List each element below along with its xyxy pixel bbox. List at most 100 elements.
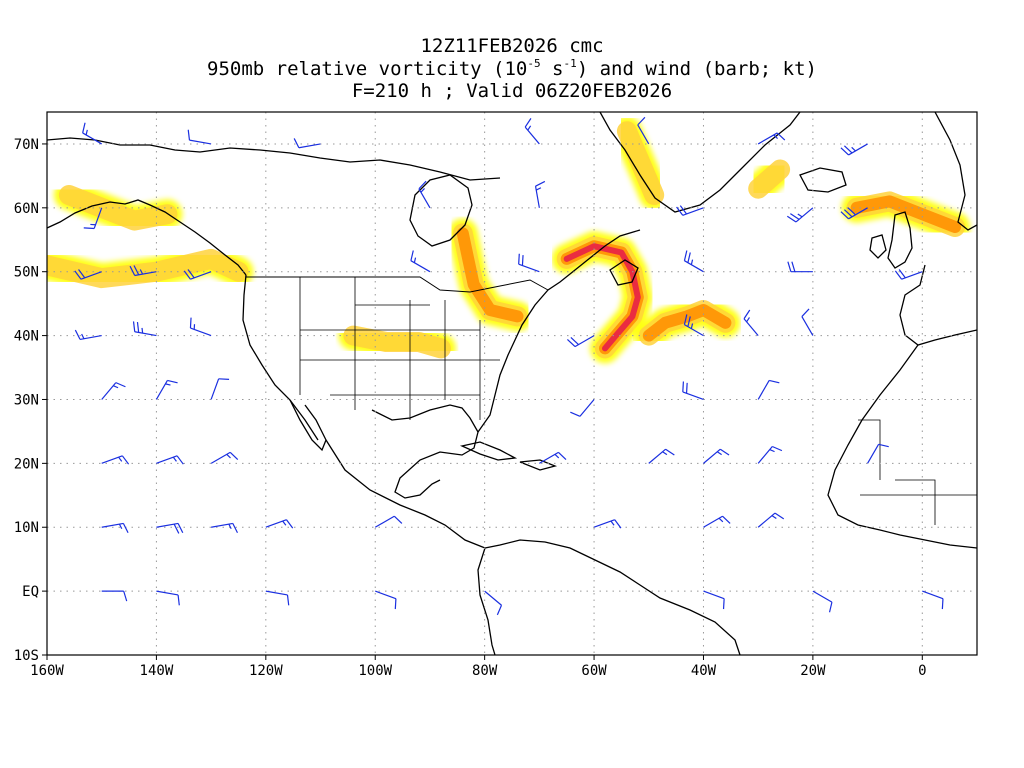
west-coast: [242, 274, 319, 441]
scandinavia: [934, 112, 977, 231]
wind-barb: [637, 116, 650, 145]
lon-tick-label: 160W: [30, 663, 64, 679]
wind-barb: [101, 654, 103, 655]
wind-barb: [757, 379, 780, 400]
vorticity-band: [616, 121, 665, 205]
lat-tick-label: 20N: [14, 456, 39, 472]
wind-barb: [320, 654, 322, 655]
lat-tick-label: 30N: [14, 392, 39, 408]
plot-area: [47, 112, 977, 655]
wind-barb: [703, 515, 731, 528]
wind-barb: [894, 269, 923, 280]
wind-barb: [189, 317, 212, 337]
wind-barb: [703, 590, 725, 610]
us-state-lines: [299, 277, 500, 420]
lat-tick-label: 40N: [14, 329, 39, 345]
wind-barb: [570, 399, 595, 417]
lat-tick-label: 50N: [14, 265, 39, 281]
map-title: 12Z11FEB2026 cmc 950mb relative vorticit…: [207, 35, 817, 102]
gulf-coast: [371, 404, 479, 499]
wind-barb: [265, 590, 290, 606]
wind-barb: [183, 269, 212, 280]
wind-barb: [922, 590, 944, 610]
longitude-ticks: 160W 140W 120W 100W 80W 60W 40W 20W 0: [30, 655, 927, 679]
mexico-west: [325, 439, 486, 549]
newfoundland: [609, 259, 639, 286]
wind-barb: [375, 590, 397, 610]
lon-tick-label: 140W: [140, 663, 174, 679]
africa-west: [827, 344, 977, 549]
europe-west: [899, 264, 977, 346]
south-america-west: [477, 547, 496, 655]
wind-barb: [524, 118, 540, 145]
wind-barb: [648, 448, 675, 464]
wind-barb: [155, 379, 178, 400]
wind-barb: [101, 590, 128, 602]
wind-barb: [676, 205, 704, 216]
wind-barb: [410, 250, 431, 273]
wind-barb: [593, 519, 622, 529]
title-line-3: F=210 h ; Valid 06Z20FEB2026: [352, 80, 672, 102]
wind-barb: [265, 519, 294, 529]
wind-barb: [374, 515, 403, 528]
lon-tick-label: 20W: [800, 663, 826, 679]
canada-us-border: [246, 276, 549, 293]
wind-barb: [484, 590, 503, 616]
cuba: [459, 441, 518, 461]
lon-tick-label: 60W: [581, 663, 607, 679]
ireland: [869, 234, 887, 259]
greenland: [599, 112, 801, 213]
iceland: [799, 167, 847, 193]
vorticity-band: [456, 227, 524, 323]
wind-barb: [156, 590, 180, 606]
wind-barb: [682, 381, 704, 401]
south-america: [484, 539, 741, 655]
lon-tick-label: 120W: [249, 663, 283, 679]
africa-borders: [858, 419, 977, 525]
title-line-2: 950mb relative vorticity (10-5 s-1) and …: [207, 57, 817, 80]
wind-barbs: [74, 116, 944, 655]
wind-barb: [101, 522, 129, 534]
wind-barb: [518, 253, 540, 273]
wind-barb: [757, 512, 785, 528]
wind-barb: [703, 448, 730, 464]
hudson-bay: [409, 174, 473, 247]
wind-barb: [840, 207, 868, 220]
hispaniola: [519, 459, 558, 471]
wind-barb: [210, 378, 230, 400]
wind-barb: [801, 308, 814, 336]
wind-barb: [156, 522, 184, 534]
wind-barb: [683, 314, 704, 337]
lat-tick-label: 10N: [14, 520, 39, 536]
wind-barb: [743, 309, 759, 336]
wind-barb: [211, 654, 213, 655]
wind-barb: [418, 180, 431, 209]
wind-barb: [74, 329, 102, 340]
lat-tick-label: EQ: [22, 584, 39, 600]
vorticity-band: [343, 325, 451, 359]
wind-barb: [539, 451, 567, 464]
alaska-coast: [47, 199, 247, 276]
wind-barb: [534, 180, 546, 208]
vorticity-band: [58, 185, 178, 231]
wind-barb: [74, 269, 102, 280]
lon-tick-label: 40W: [691, 663, 717, 679]
wind-barb: [83, 207, 103, 230]
vorticity-band: [748, 159, 791, 199]
wind-barb: [101, 455, 130, 465]
vorticity-band: [642, 304, 732, 342]
lat-tick-label: 70N: [14, 137, 39, 153]
wind-barb: [156, 455, 184, 465]
wind-barb: [293, 138, 321, 149]
plot-frame: [46, 111, 978, 656]
lon-tick-label: 80W: [472, 663, 498, 679]
wind-barb: [840, 143, 868, 156]
title-line-1: 12Z11FEB2026 cmc: [420, 35, 603, 57]
coastlines: [47, 112, 977, 655]
wind-barb: [757, 132, 786, 145]
wind-barb: [757, 445, 783, 464]
great-britain: [887, 211, 913, 269]
arctic-coast: [47, 137, 501, 181]
wind-barb: [210, 451, 239, 464]
